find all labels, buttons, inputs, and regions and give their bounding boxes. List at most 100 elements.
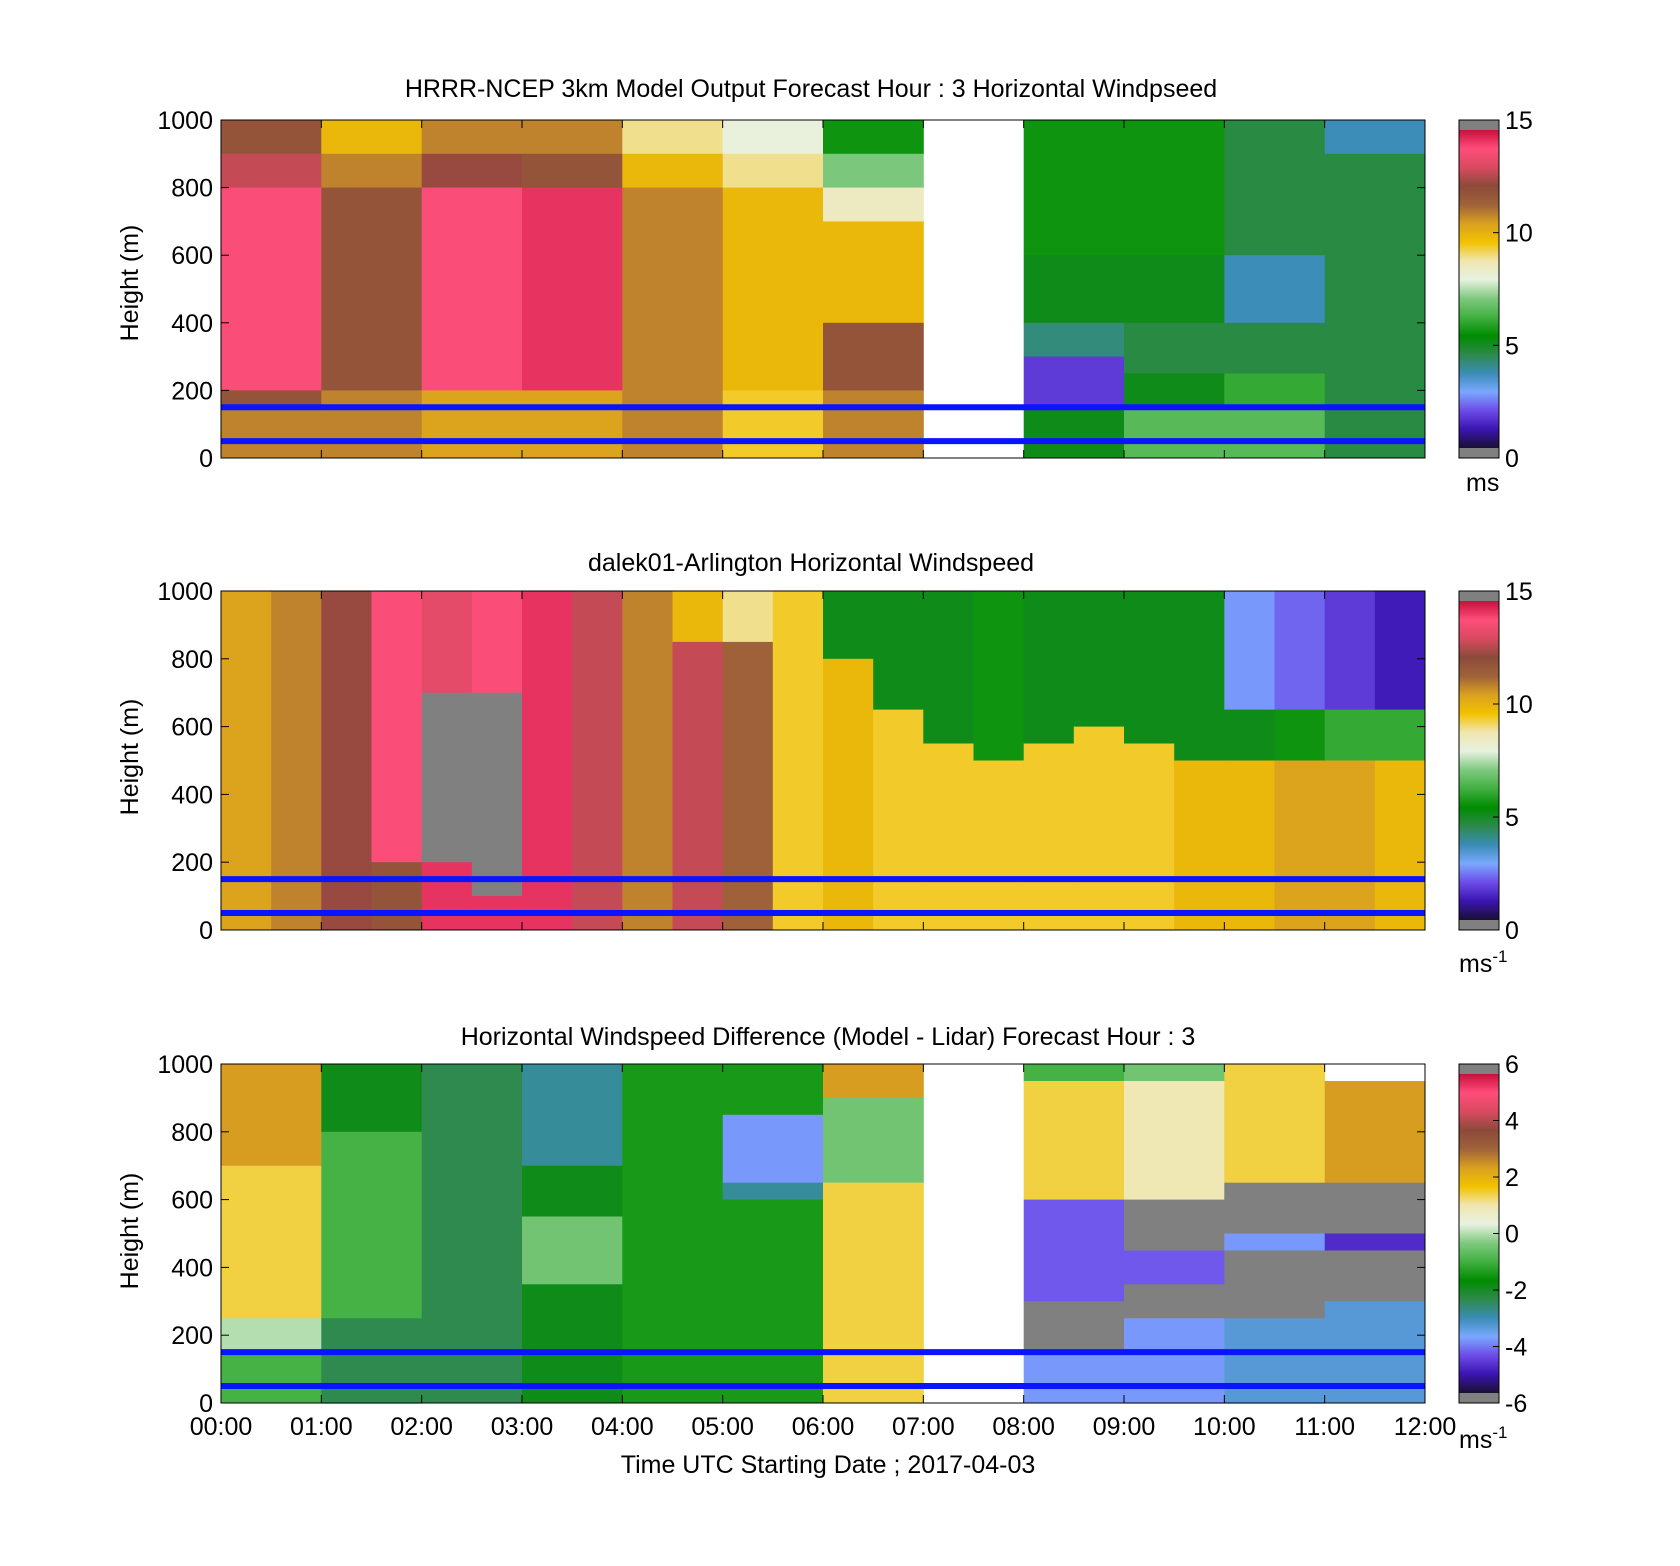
colorbar-gradient	[1459, 1074, 1499, 1393]
heatmap-cell	[1224, 1182, 1326, 1234]
heatmap-cell	[823, 120, 924, 155]
reference-lines	[221, 404, 1425, 445]
heatmap-cell	[1023, 1064, 1125, 1082]
colorbar-unit: ms-1	[1459, 947, 1507, 978]
heatmap-cell	[1023, 743, 1075, 931]
colorbar-tick-label: 15	[1505, 107, 1533, 135]
heatmap-cell	[321, 1318, 423, 1404]
y-tick-label: 400	[171, 781, 213, 809]
colorbar-tick-label: 0	[1505, 1221, 1519, 1249]
heatmap-cell	[1023, 1081, 1125, 1201]
colorbar-gradient	[1459, 601, 1499, 920]
heatmap-cell	[1023, 356, 1125, 408]
x-ticks	[220, 1064, 1426, 1403]
panel-title: Horizontal Windspeed Difference (Model -…	[461, 1023, 1196, 1051]
heatmap-cell	[321, 120, 423, 155]
heatmap-cell	[1224, 120, 1326, 155]
x-tick-label: 00:00	[190, 1413, 253, 1441]
heatmap-cell	[1124, 322, 1225, 374]
y-ticks: 0 200 400 600 800 1000	[157, 1051, 1425, 1418]
heatmap-cell	[1023, 1301, 1125, 1353]
x-tick-label: 01:00	[290, 1413, 353, 1441]
colorbar: -6 -4 -2 0 2 4 6	[1458, 1051, 1527, 1418]
heatmap-cell	[823, 1097, 924, 1184]
heatmap-cell	[1224, 709, 1275, 761]
heatmap-cell	[221, 390, 322, 408]
heatmap-cell	[321, 591, 372, 931]
heatmap-cell	[321, 1064, 423, 1133]
heatmap-cell	[221, 407, 322, 459]
heatmap-cell	[321, 187, 423, 391]
heatmap-cell	[1124, 1199, 1225, 1218]
colorbar: 0 5 10 15	[1458, 578, 1533, 945]
heatmap-cell	[321, 390, 423, 459]
heatmap-cell	[421, 692, 473, 863]
colorbar-overflow-top	[1459, 591, 1499, 601]
heatmap-cell	[1023, 1352, 1125, 1404]
y-tick-label: 0	[199, 445, 213, 473]
heatmap-cell	[371, 862, 423, 931]
heatmap-cell	[471, 692, 523, 897]
heatmap-cell	[1073, 591, 1125, 728]
y-tick-label: 600	[171, 242, 213, 270]
heatmap-cell	[1023, 120, 1125, 256]
heatmap-cell	[1124, 743, 1175, 931]
heatmap-cell	[1324, 591, 1376, 711]
heatmap-cell	[873, 591, 924, 711]
heatmap-cell	[1124, 1216, 1225, 1251]
heatmap-cell	[1324, 709, 1376, 761]
heatmap-cell	[823, 1064, 924, 1099]
heatmap-cell	[873, 709, 924, 931]
y-tick-label: 800	[171, 646, 213, 674]
y-ticks: 0 200 400 600 800 1000	[157, 578, 1425, 945]
y-tick-label: 1000	[157, 107, 213, 135]
heatmap-cell	[823, 187, 924, 222]
x-tick-label: 05:00	[691, 1413, 754, 1441]
heatmap-cell	[572, 591, 623, 931]
heatmap-cell	[1274, 760, 1326, 931]
heatmap-cell	[1073, 726, 1125, 931]
heatmap-cell	[221, 1318, 322, 1353]
heatmap-cell	[221, 120, 322, 155]
y-tick-label: 0	[199, 1390, 213, 1418]
colorbar-tick-label: -2	[1505, 1277, 1527, 1305]
colorbar-tick-label: 4	[1505, 1108, 1519, 1136]
heatmap-cell	[1224, 322, 1326, 374]
y-tick-label: 200	[171, 377, 213, 405]
heatmap-cell	[722, 591, 774, 643]
heatmap-cell	[622, 120, 724, 155]
heatmap-cell	[1124, 120, 1225, 256]
heatmap-cell	[522, 591, 573, 931]
heatmap-cell	[622, 1064, 724, 1404]
heatmap-cell	[722, 1114, 824, 1184]
heatmap-cell	[522, 1216, 623, 1285]
colorbar-tick-label: 2	[1505, 1164, 1519, 1192]
y-tick-label: 600	[171, 1187, 213, 1215]
x-tick-label: 10:00	[1193, 1413, 1256, 1441]
heatmap-cell	[1224, 407, 1326, 459]
y-tick-label: 400	[171, 310, 213, 338]
colorbar-overflow-top	[1459, 1064, 1499, 1074]
heatmap-cell	[321, 1131, 423, 1319]
heatmap-cell	[221, 153, 322, 189]
heatmap-cell	[1124, 1250, 1225, 1285]
heatmap-cell	[321, 153, 423, 189]
heatmap-cell	[221, 591, 272, 931]
y-tick-label: 1000	[157, 578, 213, 606]
heatmap-cell	[1124, 1064, 1225, 1082]
heatmap-cell	[371, 591, 423, 863]
x-tick-label: 12:00	[1394, 1413, 1457, 1441]
heatmap-cell	[522, 1064, 623, 1167]
heatmap-cell	[421, 862, 473, 931]
heatmap-cell	[522, 1165, 623, 1217]
heatmap-cell	[823, 322, 924, 391]
heatmap-cell	[421, 390, 523, 459]
heatmap-cell	[823, 1182, 924, 1404]
heatmap-cell	[221, 187, 322, 391]
y-tick-label: 200	[171, 849, 213, 877]
heatmap-cell	[1224, 373, 1326, 408]
heatmap-cell	[1124, 1318, 1225, 1404]
heatmap-cell	[722, 641, 774, 931]
colorbar-overflow-bottom	[1459, 1393, 1499, 1403]
